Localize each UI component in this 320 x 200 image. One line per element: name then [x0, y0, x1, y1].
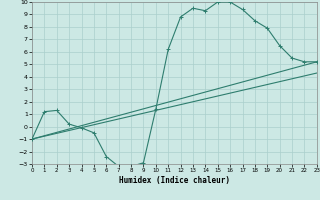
X-axis label: Humidex (Indice chaleur): Humidex (Indice chaleur)	[119, 176, 230, 185]
